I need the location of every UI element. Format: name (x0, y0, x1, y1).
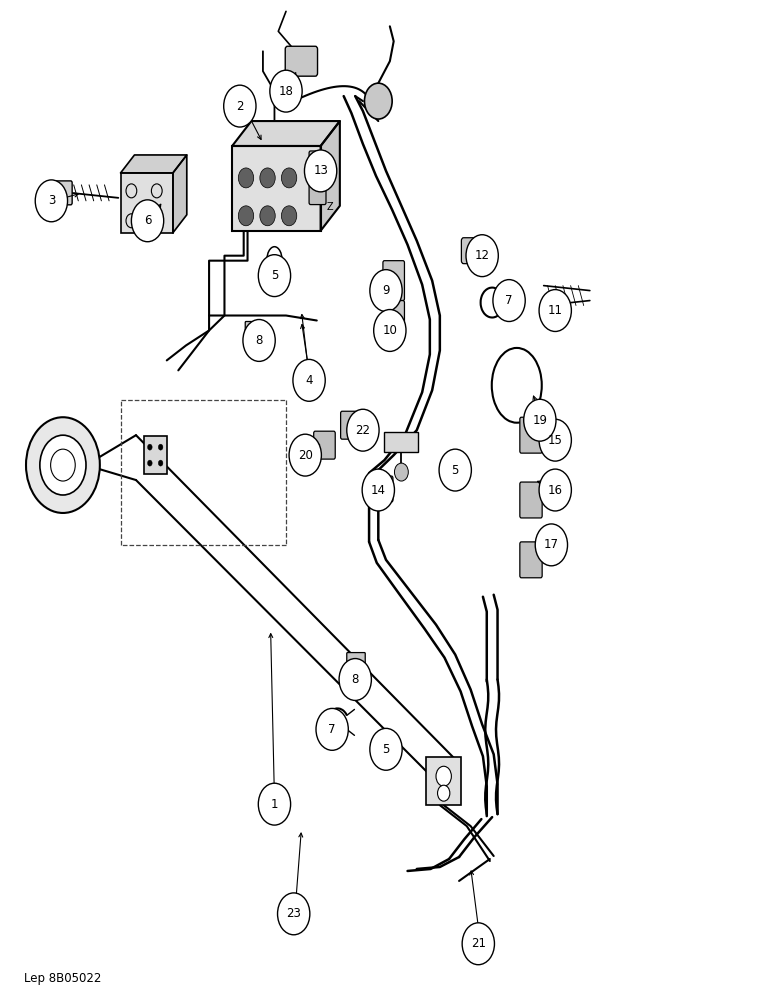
Circle shape (260, 168, 276, 188)
Circle shape (239, 168, 254, 188)
Text: 7: 7 (328, 723, 336, 736)
Circle shape (436, 766, 452, 786)
Text: 5: 5 (382, 743, 390, 756)
FancyBboxPatch shape (120, 173, 173, 233)
Text: 20: 20 (298, 449, 313, 462)
FancyBboxPatch shape (340, 411, 362, 439)
Polygon shape (173, 155, 187, 233)
Polygon shape (320, 121, 340, 231)
Text: 5: 5 (271, 269, 278, 282)
Text: 9: 9 (382, 284, 390, 297)
Circle shape (466, 235, 498, 277)
Circle shape (281, 168, 296, 188)
Circle shape (523, 399, 556, 441)
Circle shape (260, 206, 276, 226)
Text: 7: 7 (506, 294, 513, 307)
Circle shape (364, 83, 392, 119)
Text: 16: 16 (547, 484, 563, 497)
Circle shape (439, 449, 472, 491)
Circle shape (26, 417, 100, 513)
Circle shape (438, 785, 450, 801)
Circle shape (462, 923, 494, 965)
Text: 21: 21 (471, 937, 486, 950)
Text: 6: 6 (144, 214, 151, 227)
Circle shape (259, 255, 290, 297)
FancyBboxPatch shape (520, 417, 542, 453)
Circle shape (259, 783, 290, 825)
Text: 10: 10 (382, 324, 398, 337)
FancyBboxPatch shape (309, 151, 326, 175)
FancyBboxPatch shape (245, 321, 262, 335)
Circle shape (243, 320, 276, 361)
Circle shape (394, 463, 408, 481)
Circle shape (535, 524, 567, 566)
Text: 15: 15 (548, 434, 563, 447)
Circle shape (158, 460, 163, 466)
Text: Lep 8B05022: Lep 8B05022 (25, 972, 102, 985)
Circle shape (370, 728, 402, 770)
FancyBboxPatch shape (531, 418, 547, 436)
Circle shape (370, 270, 402, 312)
Circle shape (539, 290, 571, 331)
Text: 17: 17 (544, 538, 559, 551)
Circle shape (147, 460, 152, 466)
Circle shape (131, 200, 164, 242)
Circle shape (539, 419, 571, 461)
Text: 14: 14 (371, 484, 386, 497)
FancyBboxPatch shape (383, 261, 405, 301)
Text: 3: 3 (48, 194, 55, 207)
Circle shape (158, 444, 163, 450)
Circle shape (539, 469, 571, 511)
Text: 23: 23 (286, 907, 301, 920)
Text: 13: 13 (313, 164, 328, 177)
Text: 4: 4 (306, 374, 313, 387)
FancyBboxPatch shape (462, 238, 488, 264)
FancyBboxPatch shape (285, 46, 317, 76)
Circle shape (147, 444, 152, 450)
Text: 8: 8 (256, 334, 262, 347)
Circle shape (270, 70, 302, 112)
Text: 18: 18 (279, 85, 293, 98)
FancyBboxPatch shape (232, 146, 320, 231)
Text: 2: 2 (236, 100, 244, 113)
FancyBboxPatch shape (309, 181, 326, 205)
Circle shape (36, 180, 67, 222)
Circle shape (316, 708, 348, 750)
Polygon shape (120, 155, 187, 173)
FancyBboxPatch shape (54, 181, 72, 205)
FancyBboxPatch shape (520, 482, 542, 518)
Text: 1: 1 (271, 798, 278, 811)
Circle shape (304, 150, 337, 192)
Polygon shape (232, 121, 340, 146)
Text: Z: Z (327, 202, 334, 212)
Text: 5: 5 (452, 464, 459, 477)
Text: 8: 8 (351, 673, 359, 686)
FancyBboxPatch shape (384, 432, 418, 452)
FancyBboxPatch shape (313, 431, 335, 459)
Circle shape (374, 310, 406, 351)
FancyBboxPatch shape (371, 476, 393, 502)
FancyBboxPatch shape (347, 653, 365, 669)
FancyBboxPatch shape (426, 757, 461, 805)
Text: 22: 22 (355, 424, 371, 437)
Text: 11: 11 (547, 304, 563, 317)
Circle shape (281, 206, 296, 226)
Circle shape (224, 85, 256, 127)
FancyBboxPatch shape (144, 436, 167, 474)
Circle shape (493, 280, 525, 321)
FancyBboxPatch shape (520, 542, 542, 578)
Circle shape (293, 359, 325, 401)
Circle shape (339, 659, 371, 700)
Circle shape (278, 893, 310, 935)
Text: T: T (327, 165, 333, 175)
Circle shape (347, 409, 379, 451)
Circle shape (289, 434, 321, 476)
Circle shape (362, 469, 394, 511)
FancyBboxPatch shape (383, 301, 405, 340)
Text: 19: 19 (533, 414, 547, 427)
Circle shape (239, 206, 254, 226)
Circle shape (40, 435, 86, 495)
Text: 12: 12 (475, 249, 489, 262)
